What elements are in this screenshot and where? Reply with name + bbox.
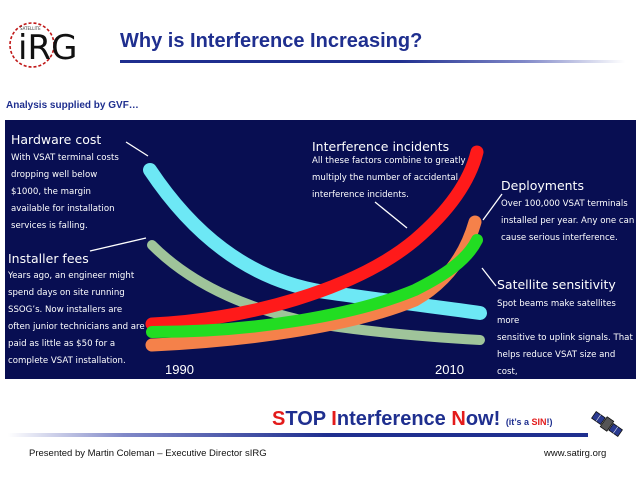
logo-prefix: SATELLITE bbox=[20, 26, 41, 31]
sensitivity-pointer bbox=[481, 267, 497, 287]
trend-curves bbox=[89, 141, 503, 352]
hardware-text: With VSAT terminal costs dropping well be… bbox=[11, 153, 119, 231]
website-link[interactable]: www.satirg.org bbox=[544, 448, 607, 459]
presenter-credit: Presented by Martin Coleman – Executive … bbox=[29, 448, 267, 459]
page-title: Why is Interference Increasing? bbox=[120, 30, 423, 52]
hardware-heading: Hardware cost bbox=[11, 132, 102, 147]
deployments-pointer bbox=[482, 193, 503, 221]
interference-heading: Interference incidents bbox=[312, 139, 450, 154]
installer-pointer bbox=[89, 237, 147, 252]
hardware-pointer bbox=[125, 141, 149, 157]
slogan-banner: STOP Interference Now! (it’s a SIN!) bbox=[272, 408, 553, 430]
sensitivity-text: Spot beams make satellites more sensitive… bbox=[497, 299, 636, 411]
interference-curve bbox=[145, 145, 484, 331]
interference-pointer bbox=[374, 201, 408, 229]
sirg-logo: SATELLITE iRG bbox=[9, 22, 77, 68]
installer-text: Years ago, an engineer might spend days o… bbox=[8, 271, 145, 366]
installer-heading: Installer fees bbox=[8, 251, 89, 266]
credit-line: Analysis supplied by GVF… bbox=[6, 100, 139, 111]
year-start-label: 1990 bbox=[165, 362, 194, 377]
sensitivity-curve bbox=[146, 234, 483, 338]
interference-text: All these factors combine to greatly mult… bbox=[312, 156, 466, 200]
deployments-heading: Deployments bbox=[501, 178, 584, 193]
satellite-icon bbox=[591, 410, 623, 438]
year-end-label: 2010 bbox=[435, 362, 464, 377]
logo-text: iRG bbox=[18, 28, 77, 68]
title-divider bbox=[120, 60, 625, 63]
infographic-panel: Hardware cost With VSAT terminal costs dr… bbox=[5, 120, 636, 411]
slogan-divider bbox=[8, 433, 588, 437]
deployments-text: Over 100,000 VSAT terminals installed per… bbox=[501, 199, 635, 243]
sensitivity-heading: Satellite sensitivity bbox=[497, 277, 616, 292]
